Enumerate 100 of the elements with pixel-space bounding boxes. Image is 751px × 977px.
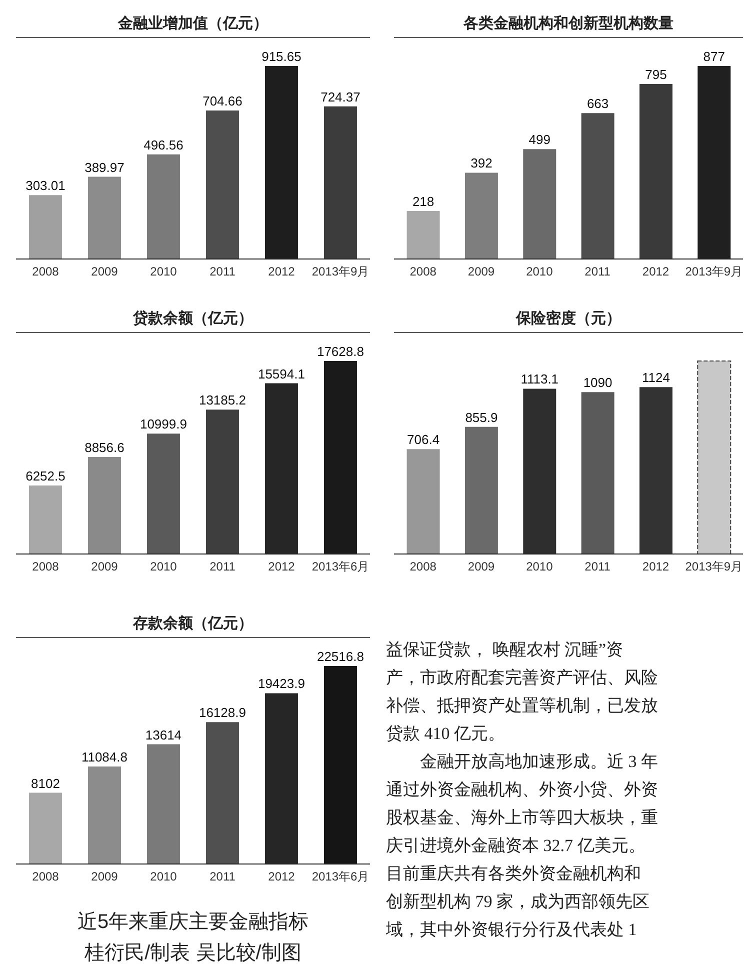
bar — [206, 410, 239, 554]
text: 通过外资金融机构、外资小贷、外资 — [386, 779, 659, 801]
x-tick-label: 2008 — [410, 264, 437, 279]
text: 桂衍民/制表 吴比较/制图 — [84, 941, 302, 966]
data-label: 303.01 — [26, 178, 66, 194]
bar — [146, 154, 180, 259]
x-tick-label: 2011 — [210, 560, 236, 574]
data-label: 22516.8 — [316, 649, 364, 664]
x-tick-label: 2013年9月 — [685, 264, 743, 279]
bar — [28, 195, 62, 259]
data-label: 8102 — [31, 776, 60, 791]
bar — [88, 176, 121, 259]
data-label: 1090 — [583, 375, 612, 390]
bar — [581, 113, 614, 259]
x-tick-label: 2008 — [32, 264, 60, 279]
x-tick-label: 2010 — [150, 870, 178, 884]
x-tick-label: 2009 — [91, 560, 118, 574]
chart-title: 贷款余额（亿元） — [16, 309, 370, 333]
data-label: 389.97 — [84, 160, 124, 175]
data-label: 1113.1 — [520, 372, 559, 387]
text: 创新型机构 79 家，成为西部领先区 — [386, 891, 650, 913]
bar — [28, 792, 62, 864]
bar — [639, 84, 672, 259]
data-label: 13614 — [145, 727, 182, 742]
x-tick-label: 2010 — [526, 560, 554, 574]
x-tick-label: 2012 — [268, 264, 296, 279]
data-label: 15594.1 — [258, 366, 305, 382]
data-label: 795 — [645, 67, 667, 82]
bar — [464, 172, 498, 259]
bar — [639, 387, 672, 554]
x-tick-label: 2011 — [210, 264, 236, 279]
bar — [206, 722, 239, 864]
x-tick-label: 2012 — [268, 870, 296, 884]
bar — [146, 744, 180, 864]
text: 目前重庆共有各类外资金融机构和 — [386, 863, 642, 885]
chart-title: 保险密度（元） — [394, 309, 743, 333]
data-label: 10999.9 — [140, 416, 187, 432]
x-tick-label: 2008 — [32, 560, 60, 574]
bar — [88, 766, 121, 864]
x-tick-label: 2009 — [468, 264, 495, 279]
bar — [406, 211, 440, 259]
data-label: 17628.8 — [316, 344, 364, 359]
x-tick-label: 2011 — [210, 870, 236, 884]
data-label: 6252.5 — [26, 468, 66, 484]
bar — [464, 426, 498, 554]
x-tick-label: 2012 — [642, 264, 670, 279]
x-tick-label: 2013年6月 — [312, 560, 370, 574]
text: 补偿、抵押资产处置等机制，已发放 — [386, 695, 659, 717]
text: 贷款 410 亿元。 — [386, 723, 506, 745]
x-tick-label: 2011 — [584, 560, 611, 574]
x-tick-label: 2012 — [642, 560, 670, 574]
bar — [523, 149, 556, 259]
text: 金融开放高地加速形成。近 3 年 — [419, 751, 659, 773]
data-label: 706.4 — [407, 432, 440, 448]
text: 近5年来重庆主要金融指标 — [76, 910, 310, 935]
data-label: 11084.8 — [81, 750, 128, 765]
text: 产，市政府配套完善资产评估、风险 — [386, 667, 659, 689]
x-tick-label: 2013年6月 — [312, 870, 370, 884]
data-label: 499 — [528, 132, 550, 148]
bar — [697, 360, 732, 554]
text: 域，其中外资银行分行及代表处 1 — [386, 919, 638, 941]
data-label: 8856.6 — [84, 440, 124, 456]
x-tick-label: 2011 — [584, 264, 611, 279]
data-label: 13185.2 — [198, 392, 246, 408]
x-tick-label: 2013年9月 — [685, 560, 743, 574]
x-tick-label: 2008 — [410, 560, 437, 574]
text: 股权基金、海外上市等四大板块，重 — [386, 807, 659, 829]
bar — [324, 666, 357, 864]
data-label: 1124 — [642, 370, 670, 386]
data-label: 704.66 — [202, 93, 242, 108]
bar — [206, 110, 239, 259]
data-label: 392 — [470, 156, 492, 171]
data-label: 496.56 — [144, 137, 184, 152]
x-tick-label: 2013年9月 — [312, 264, 370, 279]
bar — [324, 106, 357, 259]
x-tick-label: 2009 — [91, 870, 118, 884]
data-label: 724.37 — [320, 89, 360, 104]
x-tick-label: 2010 — [150, 560, 178, 574]
text: 益保证贷款， 唤醒农村 沉睡”资 — [386, 639, 624, 661]
x-tick-label: 2010 — [150, 264, 178, 279]
data-label: 915.65 — [262, 49, 302, 64]
bar — [88, 457, 121, 554]
data-label: 855.9 — [465, 410, 498, 425]
x-tick-label: 2010 — [526, 264, 554, 279]
x-tick-label: 2009 — [91, 264, 118, 279]
text: 庆引进境外金融资本 32.7 亿美元。 — [386, 835, 646, 857]
bar — [28, 486, 62, 554]
data-label: 663 — [586, 96, 609, 112]
bar — [406, 449, 440, 554]
x-tick-label: 2009 — [468, 560, 495, 574]
data-label: 16128.9 — [198, 705, 246, 720]
data-label: 19423.9 — [258, 676, 305, 692]
data-label: 877 — [703, 49, 725, 64]
chart-title: 存款余额（亿元） — [16, 614, 370, 638]
x-tick-label: 2008 — [32, 870, 60, 884]
chart-title: 金融业增加值（亿元） — [16, 14, 370, 38]
chart-title: 各类金融机构和创新型机构数量 — [394, 14, 743, 38]
bar — [146, 434, 180, 554]
bar — [581, 392, 614, 554]
data-label: 218 — [412, 194, 434, 210]
